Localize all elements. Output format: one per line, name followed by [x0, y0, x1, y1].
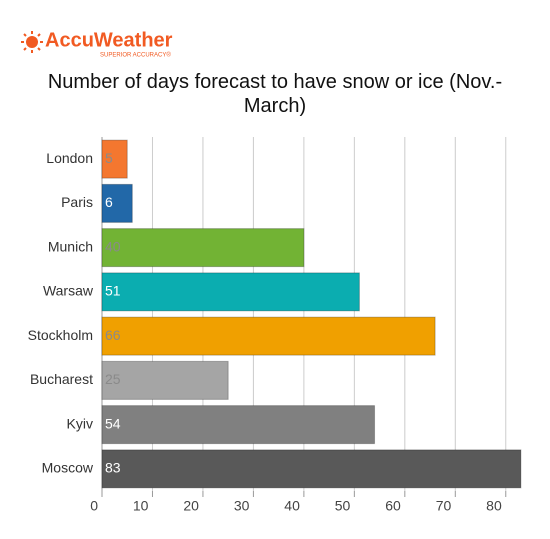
value-label: 40: [105, 238, 121, 254]
value-label: 25: [105, 371, 121, 387]
x-tick-label: 50: [335, 498, 351, 514]
bar: [101, 139, 128, 179]
chart-title: Number of days forecast to have snow or …: [47, 71, 503, 117]
bar: [101, 405, 376, 445]
y-tick-label: Moscow: [42, 460, 94, 476]
bar: [101, 228, 305, 268]
logo: AccuWeather SUPERIOR ACCURACY®: [21, 29, 173, 59]
logo-name: AccuWeather: [45, 29, 173, 51]
logo-tagline: SUPERIOR ACCURACY®: [100, 52, 171, 59]
x-tick-label: 20: [183, 498, 199, 514]
x-tick-label: 30: [234, 498, 250, 514]
logo-sun: [26, 36, 38, 48]
y-tick-label: Kyiv: [67, 415, 93, 431]
y-tick-label: Warsaw: [43, 283, 94, 299]
value-label: 5: [105, 150, 113, 166]
y-tick-label: London: [46, 150, 93, 166]
bar: [101, 360, 229, 400]
bar: [101, 272, 360, 312]
y-tick-label: Munich: [48, 238, 93, 254]
x-tick-label: 40: [284, 498, 300, 514]
x-tick-label: 70: [436, 498, 452, 514]
value-label: 83: [105, 460, 121, 476]
y-tick-label: Bucharest: [30, 371, 93, 387]
x-tick-label: 10: [133, 498, 149, 514]
value-label: 6: [105, 194, 113, 210]
bar: [101, 316, 436, 356]
x-tick-label: 60: [385, 498, 401, 514]
value-label: 51: [105, 283, 121, 299]
bar: [101, 449, 522, 489]
value-label: 54: [105, 415, 121, 431]
x-tick-label: 80: [486, 498, 502, 514]
logo-rays: [21, 31, 43, 53]
x-tick-label: 0: [90, 498, 98, 514]
y-tick-label: Stockholm: [28, 327, 93, 343]
y-tick-label: Paris: [61, 194, 93, 210]
bar: [101, 183, 133, 223]
value-label: 66: [105, 327, 121, 343]
